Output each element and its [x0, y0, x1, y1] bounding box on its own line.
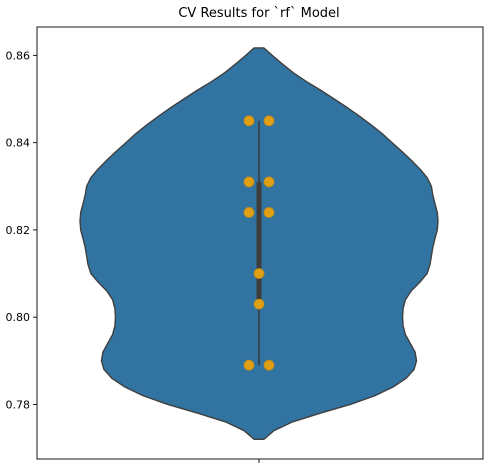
y-tick-label: 0.84 — [6, 137, 31, 150]
axes: 0.78 0.80 0.82 0.84 0.86 — [6, 26, 484, 463]
y-tick-label: 0.82 — [6, 224, 31, 237]
data-point — [243, 115, 255, 127]
chart-title: CV Results for `rf` Model — [178, 6, 339, 21]
data-point — [243, 176, 255, 188]
data-point — [243, 207, 255, 218]
data-point — [263, 176, 275, 188]
data-point — [263, 115, 275, 127]
data-point — [263, 207, 275, 218]
plot-area — [79, 47, 439, 441]
data-point — [243, 359, 255, 371]
data-point — [253, 268, 265, 279]
data-point — [263, 359, 275, 371]
data-point — [253, 298, 265, 310]
axes-frame — [36, 26, 484, 460]
y-tick-label: 0.86 — [6, 49, 31, 62]
y-tick-label: 0.80 — [6, 311, 31, 324]
y-tick-label: 0.78 — [6, 398, 31, 411]
